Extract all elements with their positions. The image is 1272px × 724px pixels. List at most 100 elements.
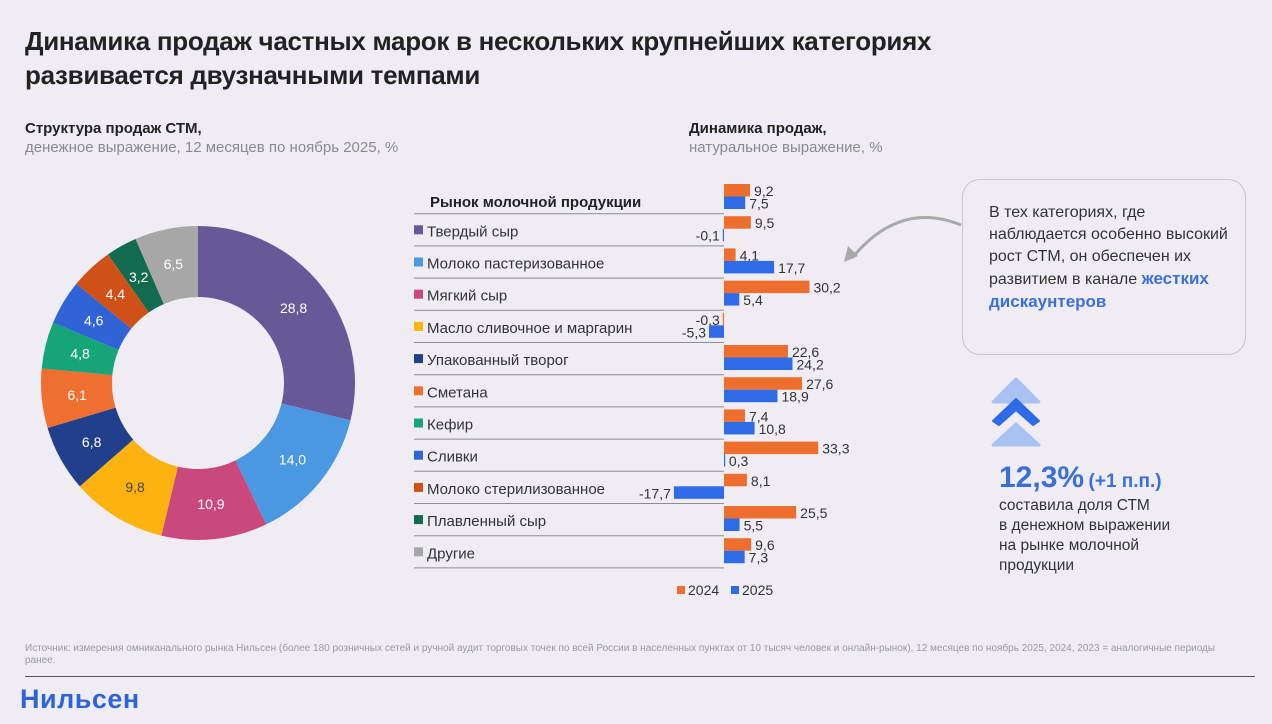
- bar-value-label: 0,3: [729, 453, 749, 469]
- bar-value-label: 4,1: [740, 247, 760, 263]
- callout-body: В тех категориях, где наблюдается особен…: [989, 204, 1228, 288]
- kpi-delta: (+1 п.п.): [1088, 471, 1162, 492]
- donut-slice: [47, 407, 134, 487]
- kpi-description: составила доля СТМ в денежном выражении …: [999, 496, 1239, 576]
- bar-2025: [724, 454, 726, 467]
- donut-chart: 28,8 14,0 10,9 9,8 6,8 6,1 4,8 4,64,43,2 6,5: [41, 226, 355, 541]
- bar-2024: [724, 409, 745, 422]
- bar-value-label: 9,6: [755, 537, 775, 553]
- donut-slice: [135, 226, 198, 305]
- bar-category-label: Рынок молочной продукции: [430, 194, 641, 211]
- donut-slice: [41, 368, 116, 429]
- donut-slice-label: 28,8: [280, 300, 307, 316]
- donut-slice: [53, 283, 132, 350]
- donut-slice-label: 10,9: [197, 496, 224, 512]
- bar-category-label: Сметана: [427, 384, 488, 401]
- bar-2024: [724, 248, 736, 261]
- callout-box: В тех категориях, где наблюдается особен…: [962, 179, 1246, 355]
- bar-category-label: Кефир: [427, 417, 473, 434]
- kpi-value: 12,3%: [999, 461, 1085, 494]
- kpi-block: 12,3% (+1 п.п.) составила доля СТМ в ден…: [999, 460, 1239, 576]
- curved-arrow-line: [850, 216, 962, 259]
- donut-slice: [161, 460, 267, 541]
- bar-2024: [724, 506, 797, 519]
- bar-value-label: 17,7: [778, 260, 805, 276]
- bar-category-label: Масло сливочное и маргарин: [427, 320, 632, 337]
- donut-slice: [108, 238, 164, 313]
- bar-2024: [724, 441, 819, 455]
- bar-2025: [724, 389, 778, 403]
- bar-value-label: 7,4: [749, 408, 769, 424]
- donut-slice-label: 4,6: [84, 313, 104, 329]
- bar-chart-title: Динамика продаж,: [689, 120, 827, 137]
- kpi-line-3: на рынке молочной: [999, 537, 1140, 554]
- bar-value-label: 5,4: [743, 292, 763, 308]
- bar-value-label: 25,5: [800, 505, 827, 521]
- bar-2024: [722, 312, 724, 326]
- bar-category-label: Мягкий сыр: [427, 288, 507, 305]
- donut-slice: [79, 439, 178, 536]
- bar-value-label: 27,6: [806, 376, 833, 392]
- bar-value-label: 9,5: [755, 215, 775, 231]
- bar-category-label: Упакованный творог: [427, 352, 569, 369]
- donut-slice-label: 6,5: [164, 256, 184, 272]
- footer-divider: [25, 676, 1255, 677]
- title-line-2: развивается двузначными темпами: [25, 60, 481, 90]
- bar-2024: [724, 280, 810, 294]
- donut-chart-heading: Структура продаж СТМ, денежное выражение…: [25, 119, 398, 157]
- bar-2024: [724, 538, 752, 551]
- bar-category-label: Твердый сыр: [427, 223, 518, 240]
- category-color-marker: [414, 321, 423, 331]
- donut-slice-label: 3,2: [129, 269, 149, 285]
- bar-value-label: 18,9: [781, 389, 808, 405]
- donut-slice: [198, 226, 355, 421]
- bar-value-label: -0,3: [696, 312, 720, 328]
- bar-value-label: 9,2: [754, 183, 774, 199]
- donut-slice: [235, 403, 351, 525]
- category-color-marker: [414, 386, 423, 396]
- callout-highlight: жестких дискаунтеров: [989, 269, 1209, 311]
- bar-2025: [724, 550, 745, 564]
- donut-slice: [41, 322, 119, 376]
- callout-text: В тех категориях, где наблюдается особен…: [989, 202, 1229, 314]
- bar-value-label: 30,2: [813, 280, 840, 296]
- bar-2025: [722, 228, 724, 242]
- source-note: Источник: измерения омниканального рынка…: [25, 643, 1216, 666]
- bar-chart-subtitle: натуральное выражение, %: [689, 139, 883, 156]
- bar-value-label: 8,1: [751, 473, 771, 489]
- bar-category-label: Сливки: [427, 449, 478, 466]
- legend-swatch-2024: [677, 586, 685, 594]
- bar-2025: [724, 293, 740, 306]
- donut-slice-label: 14,0: [279, 451, 306, 467]
- bar-chart-heading: Динамика продаж, натуральное выражение, …: [689, 119, 883, 157]
- bar-2025: [709, 325, 724, 338]
- bar-2024: [724, 473, 747, 487]
- bar-value-label: 33,3: [822, 441, 849, 457]
- bar-value-label: 7,3: [749, 550, 769, 566]
- donut-slice-label: 4,8: [70, 346, 90, 362]
- kpi-line-1: составила доля СТМ: [999, 497, 1150, 514]
- nielsen-logo: Нильсен: [20, 684, 140, 714]
- title-line-1: Динамика продаж частных марок в нескольк…: [25, 26, 932, 56]
- bar-2025: [724, 421, 755, 435]
- bar-2025: [724, 518, 740, 531]
- donut-slice-label: 4,4: [106, 286, 126, 302]
- category-color-marker: [414, 547, 423, 557]
- bar-value-label: 10,8: [759, 421, 786, 437]
- kpi-line-4: продукции: [999, 557, 1075, 574]
- bar-2024: [724, 377, 803, 390]
- double-chevron-up-icon: [991, 377, 1041, 447]
- bar-category-label: Плавленный сыр: [427, 513, 546, 530]
- category-color-marker: [414, 515, 423, 525]
- donut-slice: [76, 254, 149, 329]
- legend-label: 2025: [742, 582, 773, 598]
- bar-category-label: Другие: [427, 545, 475, 562]
- category-color-marker: [414, 354, 423, 364]
- bar-value-label: 5,5: [744, 518, 764, 534]
- bar-value-label: -5,3: [682, 324, 706, 340]
- category-color-marker: [414, 289, 423, 299]
- bar-value-label: 22,6: [792, 344, 819, 360]
- bar-value-label: 7,5: [749, 196, 769, 212]
- donut-slice-label: 9,8: [125, 479, 145, 495]
